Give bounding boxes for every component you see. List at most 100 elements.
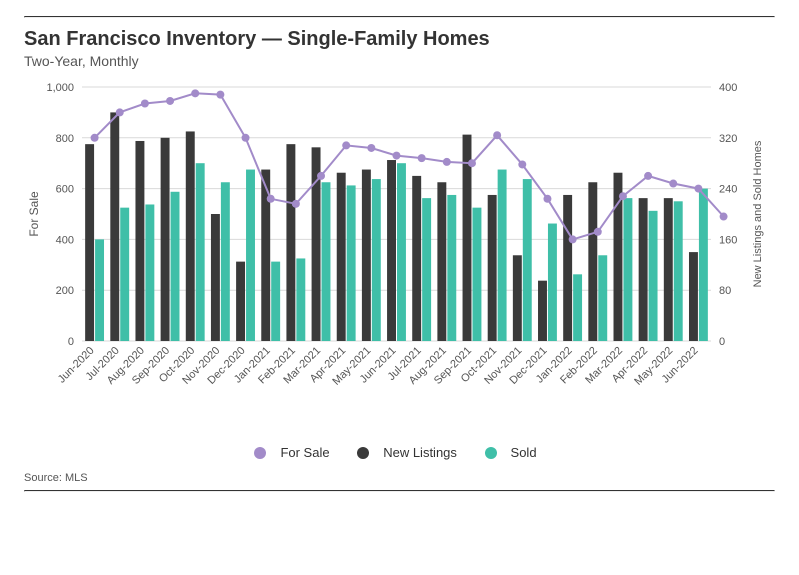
bar-sold	[120, 208, 129, 341]
bar-new-listings	[639, 198, 648, 341]
y-left-label: For Sale	[27, 191, 41, 237]
y-right-tick: 400	[719, 82, 737, 94]
y-right-tick: 0	[719, 336, 725, 348]
legend-item-for-sale: For Sale	[254, 445, 337, 460]
bar-new-listings	[437, 182, 446, 341]
bar-new-listings	[664, 198, 673, 341]
bar-new-listings	[588, 182, 597, 341]
bar-new-listings	[538, 281, 547, 341]
bar-new-listings	[387, 160, 396, 341]
bar-sold	[523, 179, 532, 341]
bar-new-listings	[211, 214, 220, 341]
for-sale-marker	[393, 152, 401, 160]
for-sale-marker	[418, 154, 426, 162]
bar-sold	[196, 163, 205, 341]
bar-new-listings	[161, 138, 170, 341]
bar-sold	[246, 170, 255, 341]
y-right-tick: 80	[719, 285, 731, 297]
for-sale-marker	[468, 159, 476, 167]
sold-swatch-icon	[485, 447, 497, 459]
source-label: Source: MLS	[24, 472, 775, 484]
y-left-tick: 600	[56, 184, 74, 196]
bar-new-listings	[286, 144, 295, 341]
bar-sold	[221, 182, 230, 341]
bar-new-listings	[110, 112, 119, 341]
bar-new-listings	[362, 170, 371, 341]
for-sale-marker	[619, 192, 627, 200]
legend-item-new-listings: New Listings	[357, 445, 465, 460]
chart-subtitle: Two-Year, Monthly	[24, 53, 775, 69]
bar-sold	[472, 208, 481, 341]
bar-new-listings	[85, 144, 94, 341]
for-sale-marker	[342, 141, 350, 149]
bar-new-listings	[337, 173, 346, 341]
bar-sold	[296, 258, 305, 341]
y-right-tick: 160	[719, 234, 737, 246]
for-sale-marker	[242, 134, 250, 142]
bottom-rule	[24, 490, 775, 492]
y-left-tick: 200	[56, 285, 74, 297]
y-left-tick: 400	[56, 234, 74, 246]
bar-sold	[271, 262, 280, 341]
for-sale-marker	[720, 213, 728, 221]
y-left-tick: 0	[68, 336, 74, 348]
for-sale-marker	[166, 97, 174, 105]
bar-sold	[674, 201, 683, 341]
chart-svg: 02004006008001,000080160240320400For Sal…	[24, 77, 775, 437]
bar-sold	[397, 163, 406, 341]
bar-sold	[548, 224, 557, 341]
bar-new-listings	[689, 252, 698, 341]
for-sale-marker	[191, 89, 199, 97]
for-sale-marker	[443, 158, 451, 166]
legend-label: For Sale	[280, 445, 329, 460]
bar-sold	[623, 198, 632, 341]
bar-new-listings	[186, 131, 195, 341]
for-sale-swatch-icon	[254, 447, 266, 459]
bar-sold	[447, 195, 456, 341]
for-sale-marker	[216, 91, 224, 99]
bar-sold	[347, 185, 356, 341]
bar-new-listings	[135, 141, 144, 341]
y-right-tick: 240	[719, 184, 737, 196]
bar-sold	[598, 255, 607, 341]
legend-item-sold: Sold	[485, 445, 545, 460]
bar-sold	[498, 170, 507, 341]
bar-sold	[322, 182, 331, 341]
bar-new-listings	[513, 255, 522, 341]
legend-label: New Listings	[383, 445, 457, 460]
new-listings-swatch-icon	[357, 447, 369, 459]
top-rule	[24, 16, 775, 18]
bar-new-listings	[236, 262, 245, 341]
for-sale-marker	[116, 108, 124, 116]
legend-label: Sold	[511, 445, 537, 460]
for-sale-marker	[141, 100, 149, 108]
for-sale-marker	[267, 195, 275, 203]
for-sale-marker	[594, 228, 602, 236]
bar-sold	[699, 189, 708, 341]
bar-sold	[573, 274, 582, 341]
bar-new-listings	[563, 195, 572, 341]
for-sale-marker	[518, 160, 526, 168]
bar-new-listings	[412, 176, 421, 341]
for-sale-marker	[569, 235, 577, 243]
bar-sold	[422, 198, 431, 341]
for-sale-marker	[292, 200, 300, 208]
chart-area: 02004006008001,000080160240320400For Sal…	[24, 77, 775, 437]
bar-sold	[372, 179, 381, 341]
chart-card: San Francisco Inventory — Single-Family …	[0, 0, 799, 504]
y-right-tick: 320	[719, 133, 737, 145]
legend: For Sale New Listings Sold	[24, 445, 775, 462]
y-left-tick: 1,000	[46, 82, 74, 94]
bar-new-listings	[488, 195, 497, 341]
for-sale-marker	[493, 131, 501, 139]
for-sale-marker	[644, 172, 652, 180]
chart-title: San Francisco Inventory — Single-Family …	[24, 28, 775, 51]
bar-sold	[171, 192, 180, 341]
y-right-label: New Listings and Sold Homes	[752, 140, 764, 287]
for-sale-marker	[694, 185, 702, 193]
for-sale-marker	[91, 134, 99, 142]
for-sale-marker	[367, 144, 375, 152]
for-sale-marker	[543, 195, 551, 203]
bar-sold	[95, 239, 104, 341]
for-sale-marker	[317, 172, 325, 180]
